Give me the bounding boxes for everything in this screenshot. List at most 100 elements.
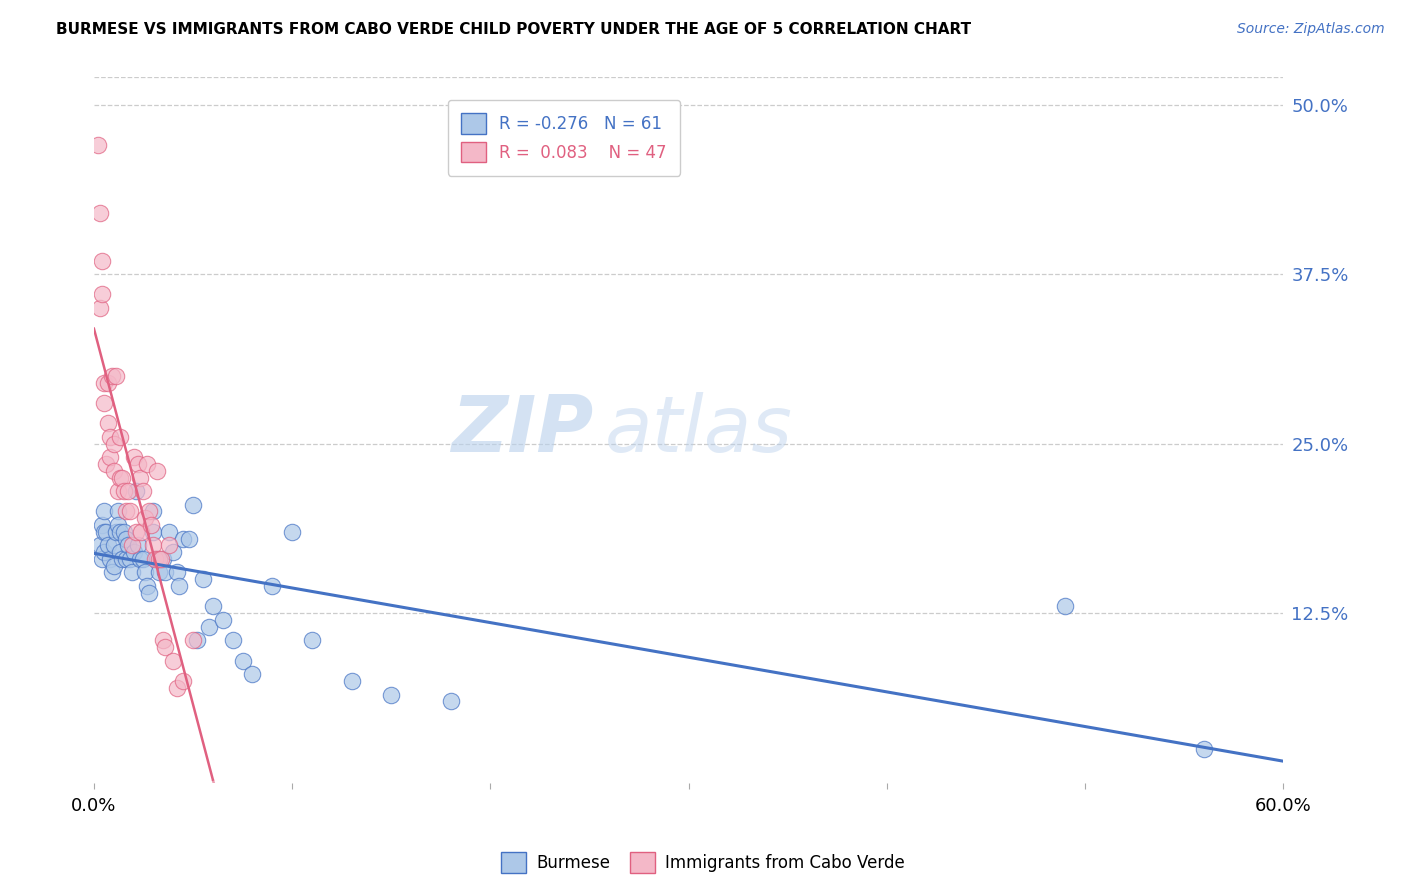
- Point: [162, 654, 184, 668]
- Point: [134, 511, 156, 525]
- Point: [172, 532, 194, 546]
- Point: [122, 545, 145, 559]
- Point: [111, 470, 134, 484]
- Point: [167, 579, 190, 593]
- Point: [232, 654, 254, 668]
- Text: atlas: atlas: [605, 392, 793, 468]
- Point: [117, 484, 139, 499]
- Point: [97, 417, 120, 431]
- Point: [155, 640, 177, 654]
- Point: [128, 470, 150, 484]
- Point: [104, 368, 127, 383]
- Point: [181, 633, 204, 648]
- Point: [93, 396, 115, 410]
- Point: [108, 470, 131, 484]
- Point: [132, 484, 155, 499]
- Point: [98, 430, 121, 444]
- Point: [148, 566, 170, 580]
- Point: [100, 368, 122, 383]
- Point: [118, 552, 141, 566]
- Point: [157, 538, 180, 552]
- Point: [1054, 599, 1077, 614]
- Point: [103, 558, 125, 573]
- Point: [145, 552, 167, 566]
- Text: BURMESE VS IMMIGRANTS FROM CABO VERDE CHILD POVERTY UNDER THE AGE OF 5 CORRELATI: BURMESE VS IMMIGRANTS FROM CABO VERDE CH…: [56, 22, 972, 37]
- Point: [201, 599, 224, 614]
- Point: [152, 552, 174, 566]
- Point: [262, 579, 284, 593]
- Point: [89, 206, 111, 220]
- Point: [155, 566, 177, 580]
- Point: [301, 633, 323, 648]
- Point: [108, 430, 131, 444]
- Point: [112, 524, 135, 539]
- Point: [198, 620, 221, 634]
- Point: [121, 538, 143, 552]
- Point: [132, 552, 155, 566]
- Point: [114, 504, 136, 518]
- Point: [148, 552, 170, 566]
- Point: [146, 464, 169, 478]
- Point: [380, 688, 402, 702]
- Point: [162, 545, 184, 559]
- Point: [124, 484, 146, 499]
- Point: [150, 552, 173, 566]
- Point: [107, 504, 129, 518]
- Point: [108, 545, 131, 559]
- Point: [211, 613, 233, 627]
- Point: [191, 572, 214, 586]
- Point: [103, 464, 125, 478]
- Point: [117, 538, 139, 552]
- Point: [114, 532, 136, 546]
- Point: [114, 552, 136, 566]
- Point: [127, 538, 149, 552]
- Point: [89, 301, 111, 315]
- Point: [90, 518, 112, 533]
- Point: [146, 552, 169, 566]
- Point: [136, 579, 159, 593]
- Text: Source: ZipAtlas.com: Source: ZipAtlas.com: [1237, 22, 1385, 37]
- Point: [93, 524, 115, 539]
- Point: [89, 538, 111, 552]
- Legend: R = -0.276   N = 61, R =  0.083    N = 47: R = -0.276 N = 61, R = 0.083 N = 47: [447, 100, 681, 176]
- Point: [93, 545, 115, 559]
- Point: [97, 376, 120, 390]
- Point: [128, 552, 150, 566]
- Point: [138, 586, 160, 600]
- Point: [127, 457, 149, 471]
- Point: [142, 504, 165, 518]
- Point: [118, 504, 141, 518]
- Point: [90, 287, 112, 301]
- Point: [94, 457, 117, 471]
- Point: [131, 524, 153, 539]
- Point: [177, 532, 200, 546]
- Point: [104, 524, 127, 539]
- Point: [142, 538, 165, 552]
- Point: [93, 376, 115, 390]
- Point: [138, 504, 160, 518]
- Point: [98, 450, 121, 465]
- Point: [141, 518, 163, 533]
- Point: [440, 694, 463, 708]
- Text: ZIP: ZIP: [451, 392, 593, 468]
- Point: [111, 552, 134, 566]
- Point: [107, 484, 129, 499]
- Point: [97, 538, 120, 552]
- Point: [112, 484, 135, 499]
- Point: [181, 498, 204, 512]
- Point: [136, 457, 159, 471]
- Point: [157, 524, 180, 539]
- Point: [166, 566, 188, 580]
- Point: [94, 524, 117, 539]
- Point: [90, 253, 112, 268]
- Point: [172, 673, 194, 688]
- Point: [186, 633, 208, 648]
- Legend: Burmese, Immigrants from Cabo Verde: Burmese, Immigrants from Cabo Verde: [495, 846, 911, 880]
- Point: [134, 566, 156, 580]
- Point: [98, 552, 121, 566]
- Point: [108, 524, 131, 539]
- Point: [121, 566, 143, 580]
- Point: [103, 436, 125, 450]
- Point: [152, 633, 174, 648]
- Point: [221, 633, 243, 648]
